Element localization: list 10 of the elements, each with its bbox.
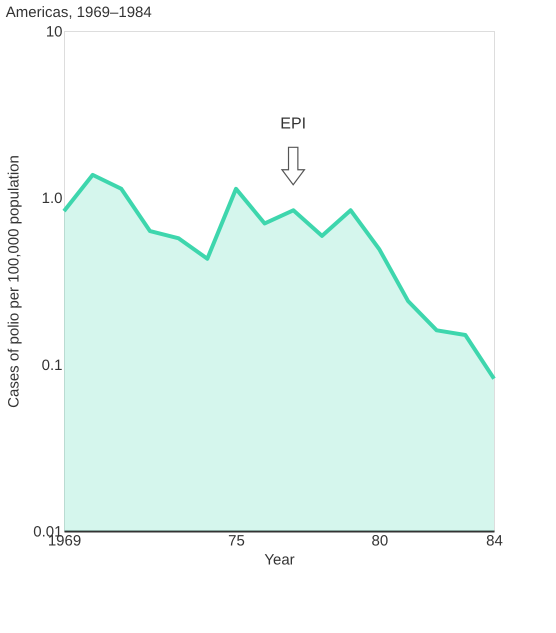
annotation: EPI [280, 116, 306, 132]
chart-title: Americas, 1969–1984 [6, 4, 152, 21]
y-tick-label: 10 [46, 24, 62, 40]
x-axis-title: Year [264, 552, 295, 568]
y-tick-label: 0.1 [42, 356, 62, 374]
x-tick-label: 84 [486, 532, 503, 550]
x-tick-label: 75 [228, 532, 245, 550]
y-tick-label: 1.0 [42, 190, 62, 208]
y-axis-title: Cases of polio per 100,000 population [5, 155, 22, 408]
x-tick-label: 80 [371, 532, 388, 550]
